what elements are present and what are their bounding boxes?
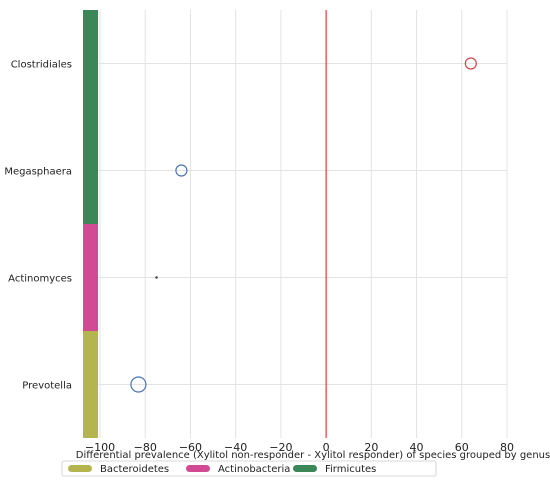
legend-frame bbox=[61, 460, 437, 477]
phylum-bar-segment-prevotella bbox=[83, 331, 98, 438]
point-actinomyces bbox=[155, 276, 158, 279]
x-axis-title: Differential prevalence (Xylitol non-res… bbox=[76, 450, 550, 461]
x-tick-label-0: −100 bbox=[85, 441, 115, 454]
x-tick-label-9: 80 bbox=[500, 441, 514, 454]
phylum-bar bbox=[83, 10, 98, 438]
category-label-clostridiales: Clostridiales bbox=[11, 60, 72, 71]
x-tick-label-7: 40 bbox=[410, 441, 424, 454]
category-label-actinomyces: Actinomyces bbox=[8, 274, 72, 285]
legend: Bacteroidetes Actinobacteria Firmicutes bbox=[61, 460, 437, 477]
grid-lines bbox=[92, 10, 508, 438]
legend-label-bacteroidetes: Bacteroidetes bbox=[100, 464, 169, 475]
point-prevotella bbox=[130, 376, 147, 393]
x-tick-label-6: 20 bbox=[364, 441, 378, 454]
point-clostridiales bbox=[464, 57, 477, 70]
x-tick-label-4: −20 bbox=[269, 441, 292, 454]
x-tick-label-8: 60 bbox=[455, 441, 469, 454]
data-points bbox=[130, 57, 477, 393]
x-tick-label-5: 0 bbox=[323, 441, 330, 454]
legend-swatch-actinobacteria bbox=[186, 465, 210, 472]
point-megasphaera bbox=[175, 164, 188, 177]
category-label-megasphaera: Megasphaera bbox=[4, 167, 72, 178]
phylum-bar-segment-megasphaera bbox=[83, 117, 98, 224]
legend-label-actinobacteria: Actinobacteria bbox=[218, 464, 290, 475]
category-labels: Clostridiales Megasphaera Actinomyces Prevo… bbox=[4, 60, 72, 392]
x-tick-labels: −100 −80 −60 −40 −20 0 20 40 60 80 bbox=[85, 441, 514, 454]
legend-label-firmicutes: Firmicutes bbox=[325, 464, 376, 475]
x-tick-label-3: −40 bbox=[224, 441, 247, 454]
category-label-prevotella: Prevotella bbox=[22, 381, 72, 392]
x-tick-label-1: −80 bbox=[134, 441, 157, 454]
x-tick-label-2: −60 bbox=[179, 441, 202, 454]
legend-swatch-bacteroidetes bbox=[68, 465, 92, 472]
phylum-bar-segment-clostridiales bbox=[83, 10, 98, 117]
legend-swatch-firmicutes bbox=[293, 465, 317, 472]
phylum-bar-segment-actinomyces bbox=[83, 224, 98, 331]
